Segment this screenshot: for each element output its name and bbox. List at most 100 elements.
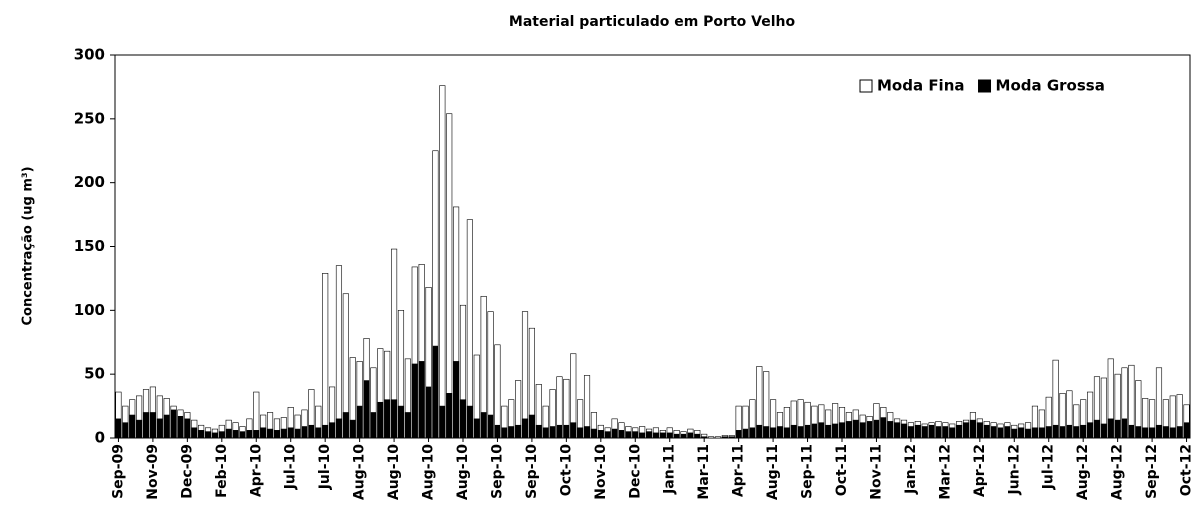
bar [542,427,549,439]
bar [453,361,460,439]
bar [907,426,914,439]
bar [1149,427,1156,439]
bar [887,421,894,439]
bar [873,419,880,439]
x-tick-label: Jul-10 [317,444,333,491]
bar [1045,426,1052,439]
bar [1128,424,1135,439]
bar [446,113,453,439]
bar [825,424,832,439]
y-tick-label: 250 [74,109,105,127]
bar [666,432,673,439]
bar [625,431,632,439]
x-tick-label: Oct-10 [558,444,574,496]
x-tick-label: Oct-12 [1179,444,1195,496]
bar [797,426,804,439]
bar [632,431,639,439]
bar [749,427,756,439]
y-tick-label: 150 [74,237,105,255]
bar [432,345,439,439]
bar [1107,418,1114,439]
bar [515,424,522,439]
x-tick-label: Nov-09 [145,444,161,500]
bar [191,427,198,439]
bar [273,430,280,439]
legend-swatch [978,79,992,93]
bar [136,419,143,439]
x-tick-label: Apr-10 [248,444,264,497]
bar [708,436,715,439]
bar [1087,422,1094,439]
bar [1114,419,1121,439]
bar [645,431,653,439]
bar [590,428,597,439]
bar [466,405,473,439]
bar [1093,419,1101,439]
bar [198,430,205,439]
x-tick-label: Sep-11 [800,444,816,499]
bar [1025,428,1032,439]
bar [115,418,122,439]
x-tick-label: Mar-11 [696,444,712,500]
x-tick-label: Jun-12 [1006,444,1022,495]
bar [349,419,356,439]
bar [170,409,177,439]
bar [832,423,839,439]
x-tick-label: Mar-12 [937,444,953,500]
bar [894,422,901,439]
bar [976,422,983,439]
bar [845,421,852,439]
x-tick-label: Aug-10 [455,444,471,500]
bar [363,380,370,439]
bar [391,399,398,439]
bar [880,417,887,439]
bar [604,431,611,439]
bar [425,386,432,439]
bar [335,265,343,439]
bar [142,412,150,439]
bar [246,430,253,439]
bar [1080,424,1087,439]
bar [990,426,997,439]
bar [294,428,301,439]
x-tick-label: Apr-11 [731,444,747,497]
bar [928,424,935,439]
y-tick-label: 100 [74,301,105,319]
bar [1018,427,1025,439]
bar [1121,418,1128,439]
bar [370,412,377,439]
bar [301,426,308,439]
bar [418,361,425,439]
legend-label: Moda Grossa [996,77,1105,95]
bar [239,431,246,439]
bar [163,414,170,439]
bar [204,431,212,439]
bar [280,428,287,439]
bar [921,426,928,439]
bar [308,424,315,439]
bar [866,421,873,439]
bar [859,422,866,439]
bar [804,424,811,439]
bar [149,412,156,439]
bar [177,415,184,439]
bar [611,428,618,439]
bar [508,426,515,439]
y-tick-label: 300 [74,46,105,64]
legend-label: Moda Fina [877,77,965,95]
bar [1052,424,1059,439]
bar [411,363,418,439]
bar [680,433,687,439]
bar [473,418,480,439]
x-tick-label: Apr-12 [972,444,988,497]
bar [397,405,405,439]
bar [494,344,501,439]
bar [714,436,722,439]
bar [1004,426,1011,439]
legend-swatch [859,79,873,93]
bar [1155,424,1163,439]
x-tick-label: Nov-10 [593,444,609,500]
bar [701,436,708,439]
bar [501,427,508,439]
